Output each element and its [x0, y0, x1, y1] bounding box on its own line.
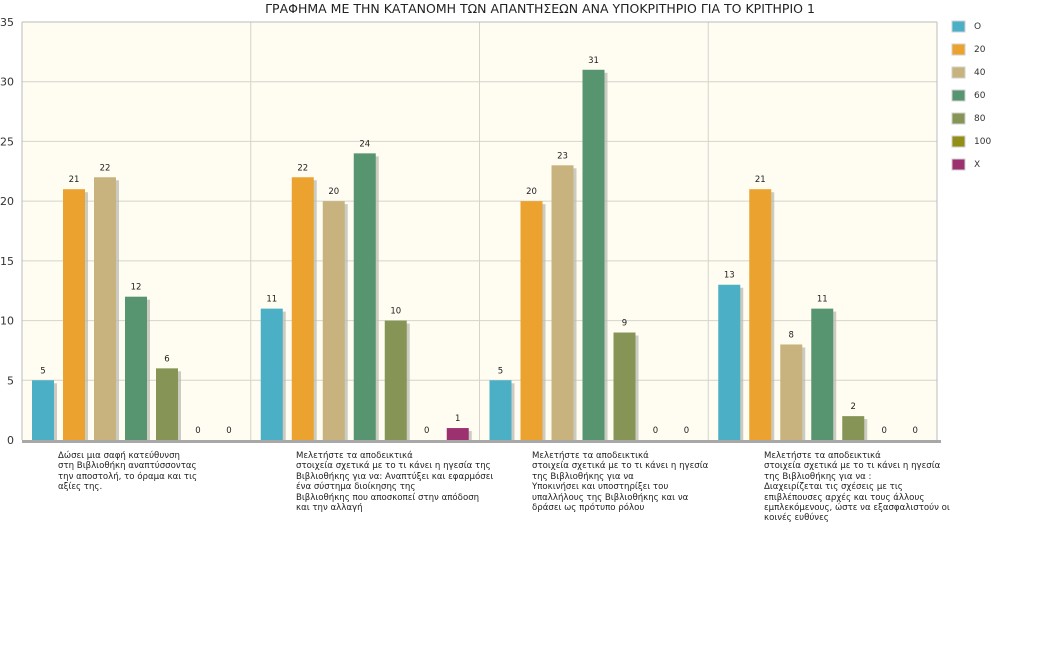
- data-label: 0: [226, 426, 231, 436]
- bar: [489, 380, 512, 440]
- legend-swatch: [951, 158, 966, 171]
- y-tick-label: 0: [7, 434, 14, 447]
- legend-label: 40: [974, 68, 986, 78]
- legend-label: 100: [974, 137, 991, 147]
- legend-label: X: [974, 160, 980, 170]
- y-tick-label: 15: [0, 255, 14, 268]
- bar: [384, 320, 407, 440]
- data-label: 21: [69, 175, 80, 185]
- bar: [613, 332, 636, 440]
- data-label: 11: [817, 295, 828, 305]
- y-tick-label: 20: [0, 195, 14, 208]
- bar: [125, 296, 147, 440]
- data-label: 20: [526, 187, 537, 197]
- data-label: 10: [390, 307, 401, 317]
- legend-label: 80: [974, 114, 986, 124]
- data-label: 6: [164, 354, 169, 364]
- bar: [780, 344, 803, 440]
- legend-swatch: [951, 20, 966, 33]
- bar: [94, 177, 116, 440]
- data-label: 2: [851, 402, 856, 412]
- bar: [749, 189, 772, 440]
- data-label: 1: [455, 414, 460, 424]
- legend-swatch: [951, 66, 966, 79]
- data-label: 0: [424, 426, 429, 436]
- legend-swatch: [951, 112, 966, 125]
- legend: O 20 40 60 80 100 X: [951, 20, 991, 171]
- bar: [551, 165, 574, 441]
- legend-swatch: [951, 135, 966, 148]
- data-label: 9: [622, 319, 627, 329]
- y-tick-label: 25: [0, 135, 14, 148]
- bar: [520, 201, 543, 440]
- data-label: 20: [328, 187, 339, 197]
- legend-label: 60: [974, 91, 986, 101]
- data-label: 31: [588, 56, 599, 66]
- data-label: 23: [557, 151, 568, 161]
- chart-title: ΓΡΑΦΗΜΑ ΜΕ ΤΗΝ ΚΑΤΑΝΟΜΗ ΤΩΝ ΑΠΑΝΤΗΣΕΩΝ Α…: [265, 1, 815, 16]
- bar: [353, 153, 376, 440]
- x-category-label: Δώσει μια σαφή κατεύθυνση στη Βιβλιοθήκη…: [58, 451, 198, 493]
- bar: [291, 177, 314, 440]
- data-label: 11: [266, 295, 277, 305]
- y-tick-label: 30: [0, 76, 14, 89]
- data-label: 22: [100, 163, 111, 173]
- bar: [32, 380, 54, 440]
- y-tick-label: 10: [0, 315, 14, 328]
- bar: [842, 416, 865, 440]
- bar: [260, 308, 283, 440]
- bar: [63, 189, 85, 440]
- data-label: 13: [724, 271, 735, 281]
- data-label: 0: [684, 426, 689, 436]
- legend-label: O: [974, 22, 981, 32]
- x-axis-line: [22, 440, 941, 443]
- data-label: 0: [195, 426, 200, 436]
- legend-swatch: [951, 89, 966, 102]
- data-label: 5: [40, 366, 45, 376]
- bar: [446, 428, 469, 440]
- data-label: 0: [913, 426, 918, 436]
- x-category-label: Μελετήστε τα αποδεικτικά στοιχεία σχετικ…: [532, 451, 709, 514]
- bar: [156, 368, 178, 440]
- x-category-label: Μελετήστε τα αποδεικτικά στοιχεία σχετικ…: [764, 451, 950, 524]
- data-label: 21: [755, 175, 766, 185]
- bar: [322, 201, 345, 440]
- legend-label: 20: [974, 45, 986, 55]
- bar: [811, 308, 834, 440]
- data-label: 8: [789, 330, 794, 340]
- data-label: 5: [498, 366, 503, 376]
- y-tick-label: 35: [0, 16, 14, 29]
- y-tick-label: 5: [7, 374, 14, 387]
- data-label: 0: [882, 426, 887, 436]
- bar: [718, 284, 741, 440]
- data-label: 24: [359, 139, 370, 149]
- y-axis-ticks: 0 5 10 15 20 25 30 35: [0, 16, 14, 447]
- x-category-label: Μελετήστε τα αποδεικτικά στοιχεία σχετικ…: [296, 451, 494, 514]
- bar: [582, 69, 605, 441]
- data-label: 12: [131, 283, 142, 293]
- data-label: 0: [653, 426, 658, 436]
- data-label: 22: [297, 163, 308, 173]
- gridlines: [21, 21, 941, 443]
- legend-swatch: [951, 43, 966, 56]
